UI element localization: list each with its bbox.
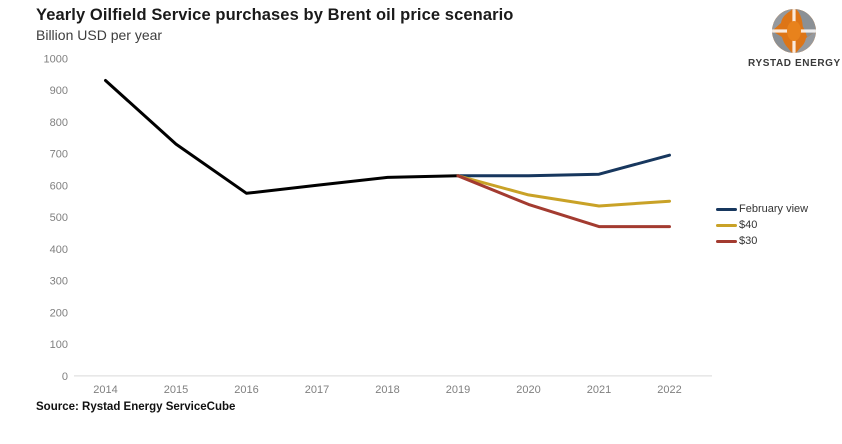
x-tick-label: 2018 — [375, 384, 399, 396]
legend-label: $30 — [739, 235, 758, 247]
y-tick-label: 200 — [50, 307, 68, 319]
y-tick-label: 300 — [50, 276, 68, 288]
legend-item: $40 — [716, 217, 808, 233]
series-line--30 — [456, 174, 671, 229]
x-tick-label: 2016 — [234, 384, 258, 396]
legend-swatch — [716, 223, 737, 227]
y-tick-label: 100 — [50, 339, 68, 351]
x-tick-label: 2014 — [93, 384, 117, 396]
y-tick-label: 500 — [50, 212, 68, 224]
chart-subtitle: Billion USD per year — [36, 27, 163, 43]
series-line--40 — [456, 174, 671, 208]
legend-swatch — [716, 207, 737, 211]
y-tick-label: 800 — [50, 117, 68, 129]
chart-title: Yearly Oilfield Service purchases by Bre… — [36, 6, 514, 24]
y-tick-label: 700 — [50, 149, 68, 161]
y-tick-label: 400 — [50, 244, 68, 256]
legend-label: $40 — [739, 219, 758, 231]
series-line-february-view — [456, 153, 671, 178]
legend-item: $30 — [716, 233, 808, 249]
chart-legend: February view $40 $30 — [716, 201, 808, 249]
source-note: Source: Rystad Energy ServiceCube — [36, 401, 236, 413]
legend-swatch — [716, 239, 737, 243]
globe-icon — [772, 9, 816, 53]
legend-label: February view — [739, 203, 809, 215]
x-tick-label: 2021 — [587, 384, 611, 396]
y-tick-label: 900 — [50, 85, 68, 97]
series-line-historical — [104, 79, 460, 195]
x-tick-label: 2017 — [305, 384, 329, 396]
legend-item: February view — [716, 201, 808, 217]
x-tick-label: 2019 — [446, 384, 470, 396]
y-tick-label: 600 — [50, 180, 68, 192]
logo-text: RYSTAD ENERGY — [748, 58, 841, 69]
x-tick-label: 2015 — [164, 384, 188, 396]
y-tick-label: 1000 — [44, 53, 68, 65]
x-tick-label: 2022 — [657, 384, 681, 396]
x-tick-label: 2020 — [516, 384, 540, 396]
rystad-logo: RYSTAD ENERGY — [748, 6, 840, 69]
y-tick-label: 0 — [62, 371, 68, 383]
